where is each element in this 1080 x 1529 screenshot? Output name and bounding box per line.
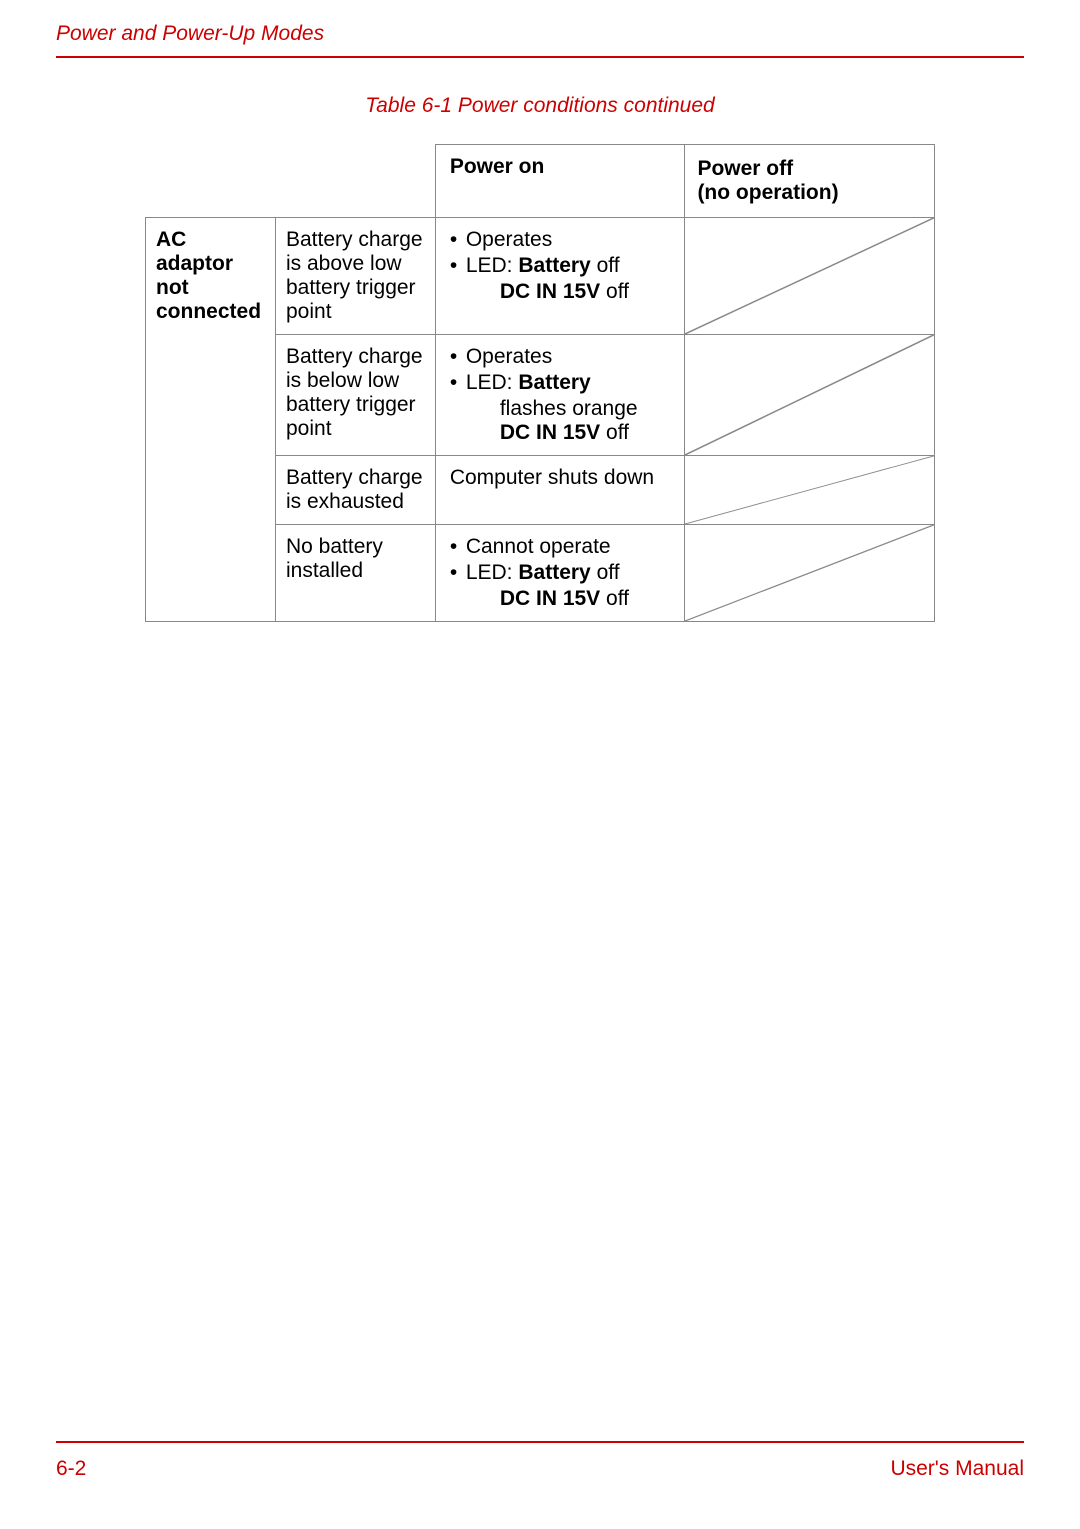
header-power-off: Power off (no operation) bbox=[685, 145, 935, 218]
header-power-off-l2: (no operation) bbox=[697, 181, 838, 204]
col1-l4: connected bbox=[156, 300, 261, 323]
table-header-row: Power on Power off (no operation) bbox=[146, 145, 935, 218]
t: Battery bbox=[518, 561, 590, 584]
sub-line: DC IN 15V off bbox=[450, 587, 671, 611]
page-footer: 6-2 User's Manual bbox=[56, 1441, 1024, 1481]
t: DC IN 15V bbox=[500, 280, 600, 303]
col1-l2: adaptor bbox=[156, 252, 233, 275]
header-power-off-l1: Power off bbox=[697, 157, 793, 180]
row1-condition: Battery charge is above low battery trig… bbox=[275, 218, 435, 335]
t: DC IN 15V bbox=[500, 421, 600, 444]
sub-line: DC IN 15V off bbox=[450, 280, 671, 304]
slash-icon bbox=[685, 335, 934, 455]
row1-power-off bbox=[685, 218, 935, 335]
bullet-icon: • bbox=[450, 561, 466, 585]
bullet-text: LED: Battery bbox=[466, 371, 671, 395]
bullet-text: LED: Battery off bbox=[466, 561, 671, 585]
slash-icon bbox=[685, 218, 934, 334]
col1-l1: AC bbox=[156, 228, 186, 251]
t: LED: bbox=[466, 371, 519, 394]
t: off bbox=[591, 254, 620, 277]
header-blank-1 bbox=[146, 145, 276, 218]
bullet-icon: • bbox=[450, 535, 466, 559]
t: off bbox=[591, 561, 620, 584]
t: LED: bbox=[466, 561, 519, 584]
row1-power-on: • Operates • LED: Battery off DC IN 15V … bbox=[435, 218, 685, 335]
bullet-icon: • bbox=[450, 228, 466, 252]
page-number: 6-2 bbox=[56, 1457, 86, 1481]
col1-l3: not bbox=[156, 276, 189, 299]
power-conditions-table: Power on Power off (no operation) AC ada… bbox=[145, 144, 935, 622]
bullet-item: • Operates bbox=[450, 345, 671, 369]
t: DC IN 15V bbox=[500, 587, 600, 610]
bullet-item: • Cannot operate bbox=[450, 535, 671, 559]
row4-power-off bbox=[685, 525, 935, 622]
bullet-item: • LED: Battery off bbox=[450, 254, 671, 278]
bullet-icon: • bbox=[450, 345, 466, 369]
bullet-text: Operates bbox=[466, 228, 671, 252]
row3-power-on: Computer shuts down bbox=[435, 456, 685, 525]
bullet-icon: • bbox=[450, 371, 466, 395]
sub-line: DC IN 15V off bbox=[450, 421, 671, 445]
row3-condition: Battery charge is exhausted bbox=[275, 456, 435, 525]
bullet-item: • Operates bbox=[450, 228, 671, 252]
page-container: Power and Power-Up Modes Table 6-1 Power… bbox=[0, 0, 1080, 622]
row2-power-on: • Operates • LED: Battery flashes orange… bbox=[435, 335, 685, 456]
footer-rule bbox=[56, 1441, 1024, 1443]
t: Battery bbox=[518, 371, 590, 394]
row4-condition: No battery installed bbox=[275, 525, 435, 622]
bullet-item: • LED: Battery off bbox=[450, 561, 671, 585]
row4-power-on: • Cannot operate • LED: Battery off DC I… bbox=[435, 525, 685, 622]
row-group-label: AC adaptor not connected bbox=[146, 218, 276, 622]
row3-power-off bbox=[685, 456, 935, 525]
header-rule bbox=[56, 56, 1024, 58]
t: LED: bbox=[466, 254, 519, 277]
bullet-text: Operates bbox=[466, 345, 671, 369]
table-caption: Table 6-1 Power conditions continued bbox=[56, 94, 1024, 118]
page-header-title: Power and Power-Up Modes bbox=[56, 22, 1024, 46]
bullet-text: Cannot operate bbox=[466, 535, 671, 559]
t: off bbox=[600, 421, 629, 444]
sub-line: flashes orange bbox=[450, 397, 671, 421]
header-power-on: Power on bbox=[435, 145, 685, 218]
manual-label: User's Manual bbox=[890, 1457, 1024, 1481]
footer-row: 6-2 User's Manual bbox=[56, 1457, 1024, 1481]
bullet-item: • LED: Battery bbox=[450, 371, 671, 395]
slash-icon bbox=[685, 456, 934, 524]
row2-condition: Battery charge is below low battery trig… bbox=[275, 335, 435, 456]
t: off bbox=[600, 587, 629, 610]
t: Battery bbox=[518, 254, 590, 277]
bullet-icon: • bbox=[450, 254, 466, 278]
row2-power-off bbox=[685, 335, 935, 456]
slash-icon bbox=[685, 525, 934, 621]
table-row: AC adaptor not connected Battery charge … bbox=[146, 218, 935, 335]
header-blank-2 bbox=[275, 145, 435, 218]
bullet-text: LED: Battery off bbox=[466, 254, 671, 278]
t: off bbox=[600, 280, 629, 303]
